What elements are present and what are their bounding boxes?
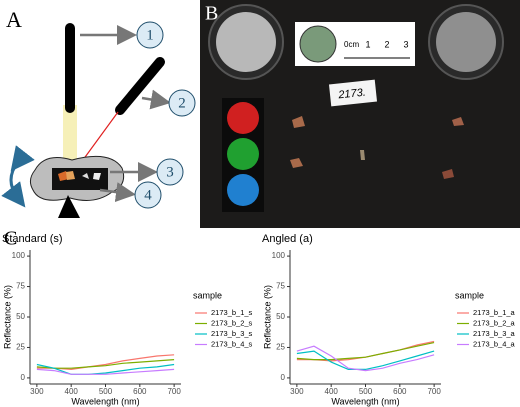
step-number: 3 xyxy=(166,164,174,180)
sample xyxy=(82,173,89,179)
legend-label: 2173_b_3_s xyxy=(211,329,253,338)
chip xyxy=(452,117,464,126)
arrow xyxy=(99,182,136,202)
x-tick-label: 700 xyxy=(427,387,441,396)
probe xyxy=(115,57,165,115)
tag xyxy=(328,79,378,107)
panel-label: B xyxy=(205,3,218,25)
series-line xyxy=(296,350,435,370)
y-tick-label: 25 xyxy=(16,343,25,352)
x-tick-label: 700 xyxy=(167,387,181,396)
chip xyxy=(292,116,305,128)
x-tick-label: 300 xyxy=(30,387,44,396)
legend-label: 2173_b_2_a xyxy=(473,318,516,327)
series-line xyxy=(36,363,175,375)
stand xyxy=(58,195,80,218)
x-tick-label: 300 xyxy=(290,387,304,396)
y-tick-label: 100 xyxy=(12,251,26,260)
x-tick-label: 600 xyxy=(133,387,147,396)
x-axis-label: Wavelength (nm) xyxy=(71,396,139,406)
series-line xyxy=(36,368,175,375)
step-circle xyxy=(134,181,162,209)
sample-tag: 2173. xyxy=(337,87,367,102)
series-line xyxy=(296,345,435,372)
sample xyxy=(66,171,75,180)
series-line xyxy=(296,342,435,361)
step-number: 4 xyxy=(144,187,152,203)
legend-label: 2173_b_3_a xyxy=(473,329,516,338)
ruler-label: 3 xyxy=(403,39,408,49)
series-line xyxy=(36,359,175,369)
y-axis-label: Reflectance (%) xyxy=(2,285,12,349)
panel-label: A xyxy=(6,7,22,32)
chip xyxy=(442,169,454,179)
panel-label: C xyxy=(4,228,17,250)
y-axis-label: Reflectance (%) xyxy=(262,285,272,349)
rotation-arrow xyxy=(1,145,35,208)
x-tick-label: 400 xyxy=(325,387,339,396)
legend-label: 2173_b_4_s xyxy=(211,339,253,348)
step-circle xyxy=(136,21,164,49)
legend-title: sample xyxy=(455,290,484,300)
step-number: 1 xyxy=(146,27,154,43)
y-tick-label: 0 xyxy=(21,373,26,382)
y-tick-label: 75 xyxy=(276,282,285,291)
y-tick-label: 50 xyxy=(276,312,285,321)
series-line xyxy=(296,340,435,362)
y-tick-label: 25 xyxy=(276,343,285,352)
y-tick-label: 75 xyxy=(16,282,25,291)
chart-title: Standard (s) xyxy=(2,233,63,245)
swatch xyxy=(227,102,259,134)
light-beam xyxy=(63,105,77,175)
arrow xyxy=(141,89,171,110)
x-tick-label: 400 xyxy=(65,387,79,396)
legend-label: 2173_b_4_a xyxy=(473,339,516,348)
standard-disc xyxy=(216,12,276,72)
ruler-label: 1 xyxy=(365,39,370,49)
y-tick-label: 0 xyxy=(281,373,286,382)
x-tick-label: 500 xyxy=(99,387,113,396)
panel-b: B 0cm 1 2 3 2173. xyxy=(200,0,520,228)
x-axis-label: Wavelength (nm) xyxy=(331,396,399,406)
y-tick-label: 50 xyxy=(16,312,25,321)
chart-title: Angled (a) xyxy=(262,233,313,245)
ruler-label: 2 xyxy=(384,39,389,49)
panel-a: A 1 2 3 4 xyxy=(1,7,196,218)
legend-label: 2173_b_1_a xyxy=(473,308,516,317)
sample xyxy=(93,173,101,180)
legend-title: sample xyxy=(193,290,222,300)
swatch xyxy=(227,174,259,206)
x-tick-label: 600 xyxy=(393,387,407,396)
swatch xyxy=(227,138,259,170)
x-tick-label: 500 xyxy=(359,387,373,396)
standard-disc xyxy=(436,12,496,72)
legend-label: 2173_b_2_s xyxy=(211,318,253,327)
legend-label: 2173_b_1_s xyxy=(211,308,253,317)
chip xyxy=(290,158,303,168)
step-number: 2 xyxy=(178,95,186,111)
step-circle xyxy=(156,158,184,186)
ruler-label: 0cm xyxy=(344,40,359,49)
step-circle xyxy=(168,89,196,117)
y-tick-label: 100 xyxy=(272,251,286,260)
chip xyxy=(360,150,365,160)
logo xyxy=(299,25,337,63)
